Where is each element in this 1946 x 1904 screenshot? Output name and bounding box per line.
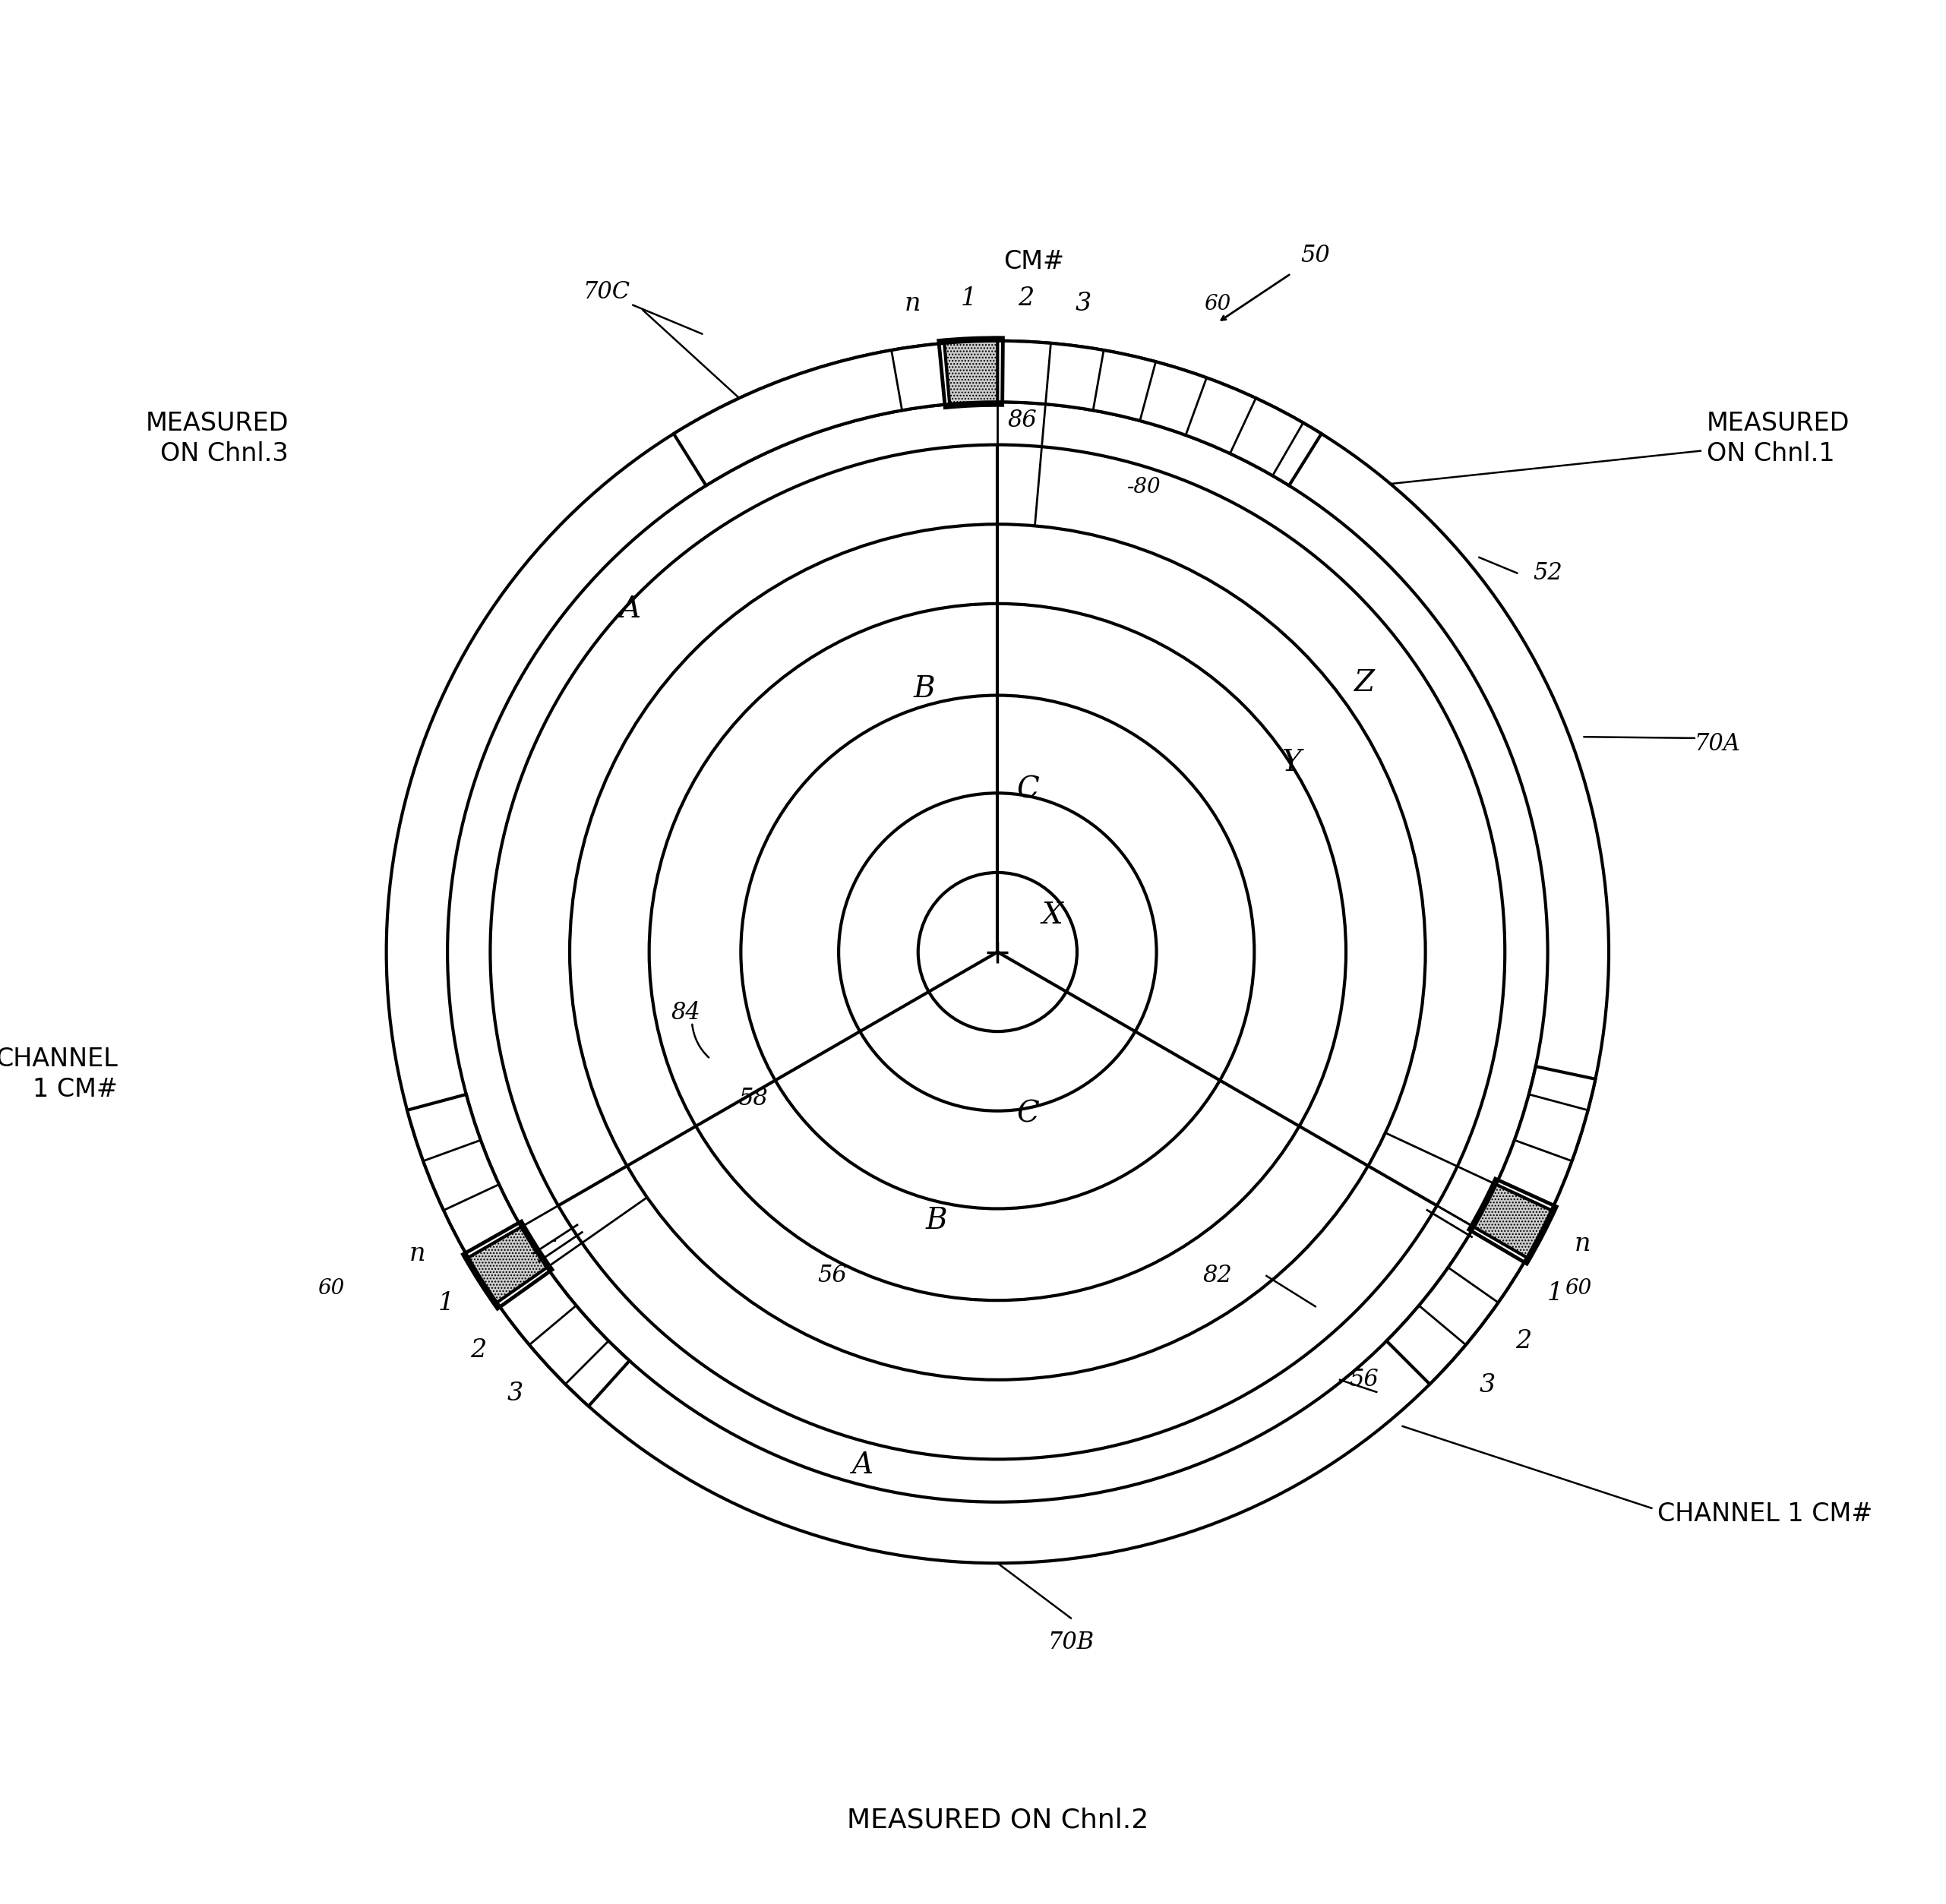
Text: Y: Y — [1280, 748, 1300, 777]
Text: B: B — [913, 676, 936, 703]
Wedge shape — [944, 341, 998, 404]
Text: 52: 52 — [1533, 562, 1563, 585]
Text: A: A — [621, 596, 642, 625]
Text: CHANNEL
1 CM#: CHANNEL 1 CM# — [0, 1045, 117, 1102]
Text: 70B: 70B — [1047, 1632, 1094, 1655]
Text: 2: 2 — [1018, 286, 1033, 310]
Text: n: n — [409, 1241, 426, 1266]
Wedge shape — [1387, 1066, 1596, 1384]
Text: 56: 56 — [817, 1264, 847, 1287]
Text: CM#: CM# — [1004, 249, 1064, 274]
Text: 82: 82 — [1203, 1264, 1232, 1287]
Text: Z: Z — [1354, 668, 1374, 697]
Text: 1: 1 — [1547, 1281, 1563, 1306]
Text: 86: 86 — [1008, 409, 1037, 432]
Text: 56: 56 — [1351, 1369, 1380, 1392]
Text: 2: 2 — [471, 1339, 486, 1361]
Text: 50: 50 — [1300, 244, 1331, 267]
Wedge shape — [1473, 1184, 1551, 1257]
Text: 3: 3 — [508, 1382, 523, 1405]
Text: n: n — [1574, 1232, 1592, 1257]
Text: n: n — [905, 291, 920, 316]
Text: 58: 58 — [738, 1087, 769, 1110]
Text: MEASURED
ON Chnl.1: MEASURED ON Chnl.1 — [1707, 411, 1851, 466]
Text: 60: 60 — [1205, 293, 1232, 314]
Text: 84: 84 — [671, 1002, 701, 1024]
Text: 70A: 70A — [1695, 733, 1740, 756]
Text: X: X — [1041, 901, 1063, 929]
Text: 3: 3 — [1074, 291, 1092, 316]
Wedge shape — [673, 341, 1321, 486]
Text: CHANNEL 1 CM#: CHANNEL 1 CM# — [1658, 1502, 1872, 1527]
Text: A: A — [852, 1451, 874, 1479]
Text: C: C — [1018, 1101, 1039, 1127]
Text: 60: 60 — [1565, 1278, 1592, 1299]
Text: -80: -80 — [1127, 478, 1162, 497]
Text: 70C: 70C — [582, 280, 631, 305]
Text: 3: 3 — [1479, 1373, 1495, 1398]
Wedge shape — [407, 1095, 629, 1407]
Text: 60: 60 — [317, 1278, 344, 1299]
Text: 1: 1 — [961, 286, 977, 310]
Text: B: B — [926, 1207, 948, 1236]
Text: MEASURED ON Chnl.2: MEASURED ON Chnl.2 — [847, 1807, 1148, 1834]
Text: 1: 1 — [438, 1291, 453, 1316]
Text: MEASURED
ON Chnl.3: MEASURED ON Chnl.3 — [146, 411, 288, 466]
Wedge shape — [469, 1226, 547, 1302]
Text: 2: 2 — [1516, 1329, 1532, 1354]
Text: C: C — [1018, 777, 1039, 803]
